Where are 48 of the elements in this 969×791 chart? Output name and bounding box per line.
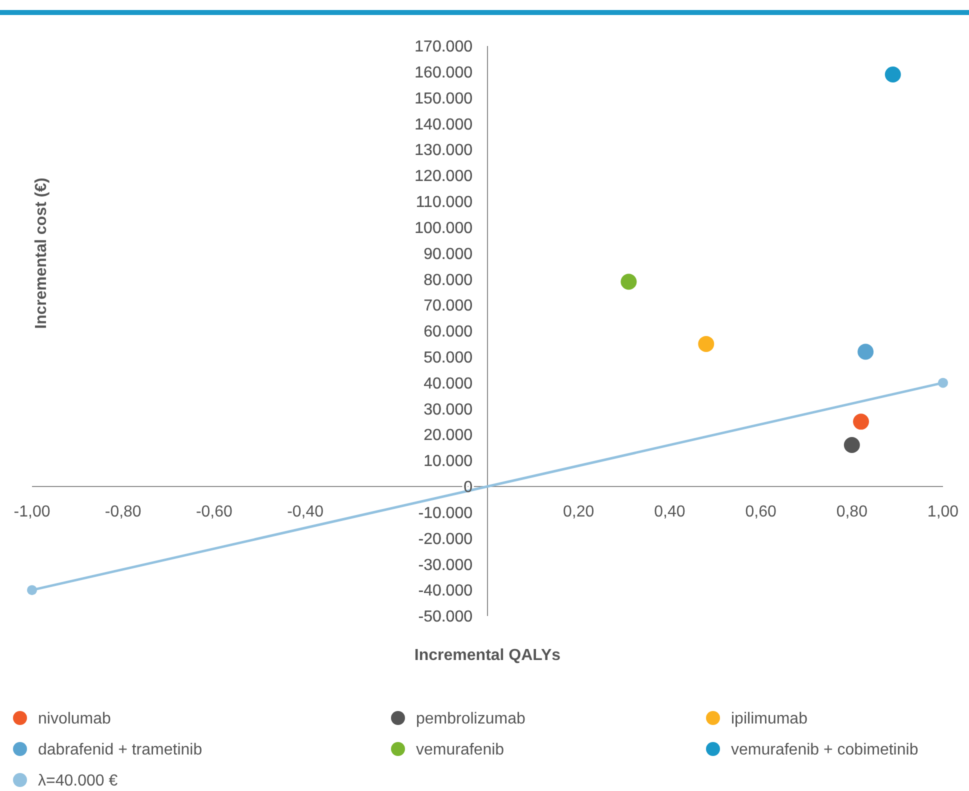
point xyxy=(27,585,37,596)
y-tick-label: 160.000 xyxy=(414,64,473,82)
y-tick-label: -40.000 xyxy=(418,582,473,600)
x-tick-label: -0,40 xyxy=(287,503,324,520)
y-tick-label: 150.000 xyxy=(414,90,473,108)
y-tick-label: 120.000 xyxy=(414,168,473,186)
y-tick-label: 170.000 xyxy=(414,38,473,56)
y-tick-label: 10.000 xyxy=(424,453,473,470)
x-tick-label: 0,40 xyxy=(654,503,686,520)
y-tick-label: 80.000 xyxy=(424,272,473,289)
legend-label: pembrolizumab xyxy=(416,710,526,728)
y-tick-label: 20.000 xyxy=(424,427,473,444)
y-tick-label: 130.000 xyxy=(414,142,473,160)
legend-label: λ=40.000 € xyxy=(38,772,118,790)
y-tick-label: 30.000 xyxy=(424,401,473,418)
y-tick-label: 50.000 xyxy=(424,350,473,367)
x-tick-label: 0,60 xyxy=(745,503,776,520)
legend-label: vemurafenib xyxy=(416,742,504,759)
legend-label: ipilimumab xyxy=(731,710,808,728)
y-tick-label: -30.000 xyxy=(418,556,473,574)
legend-label: nivolumab xyxy=(38,710,112,728)
legend-label: dabrafenid + trametinib xyxy=(38,742,202,759)
point xyxy=(884,66,901,82)
y-tick-label: 70.000 xyxy=(424,298,473,315)
x-tick-label: 1,00 xyxy=(927,503,959,520)
y-tick-label: 60.000 xyxy=(424,324,473,341)
x-tick-label: -0,80 xyxy=(104,503,142,520)
y-axis-title: Incremental cost (€) xyxy=(33,178,50,329)
y-tick-label: 110.000 xyxy=(416,194,473,212)
x-tick-label: 0,20 xyxy=(563,503,594,520)
y-tick-label: 90.000 xyxy=(424,246,473,263)
x-axis-title: Incremental QALYs xyxy=(414,647,561,664)
point xyxy=(698,336,714,352)
legend-label: vemurafenib + cobimetinib xyxy=(731,742,918,759)
x-tick-label: 0,80 xyxy=(836,503,868,520)
point xyxy=(858,344,874,360)
point xyxy=(620,274,637,290)
y-tick-label: 140.000 xyxy=(414,116,473,134)
point xyxy=(938,378,948,388)
y-tick-label: 40.000 xyxy=(424,375,473,392)
y-tick-label: -20.000 xyxy=(418,530,473,548)
y-tick-label: -10.000 xyxy=(418,504,473,522)
x-tick-label: -1,00 xyxy=(14,503,50,520)
x-tick-label: -0,60 xyxy=(196,503,233,520)
point xyxy=(844,437,860,453)
y-tick-label: 100.000 xyxy=(414,220,473,237)
point xyxy=(853,414,870,430)
y-tick-label: -50.000 xyxy=(418,608,473,626)
